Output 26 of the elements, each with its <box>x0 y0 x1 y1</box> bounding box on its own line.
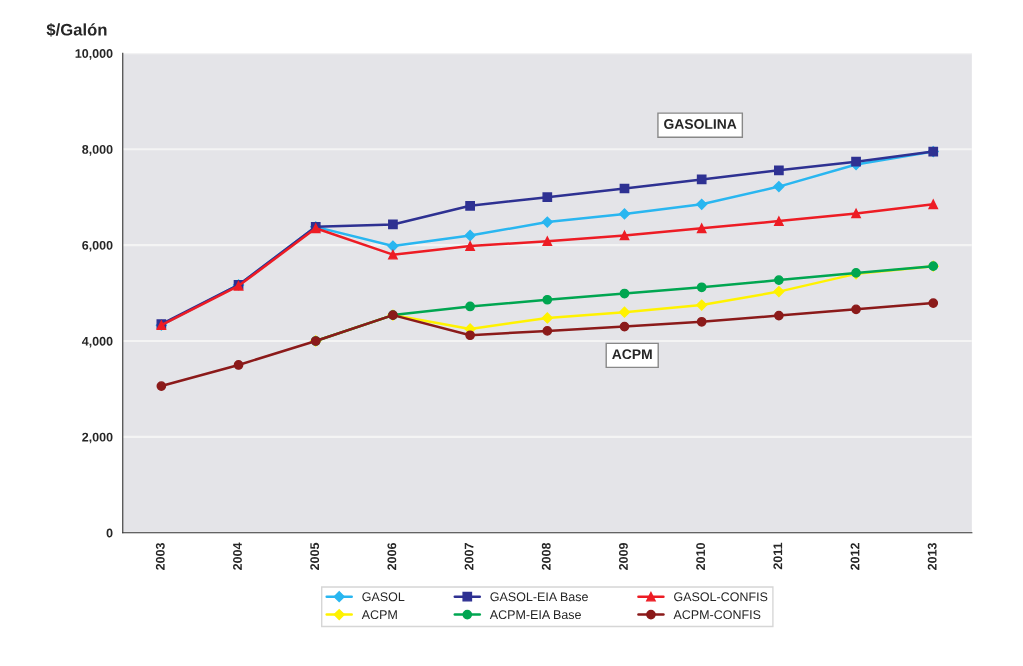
x-tick-label: 2007 <box>464 543 474 570</box>
legend-label: GASOL <box>362 592 405 602</box>
annotation: ACPM <box>612 349 652 360</box>
y-tick-label: 6,000 <box>82 240 113 252</box>
y-tick-label: 10,000 <box>75 49 113 60</box>
x-tick-label: 2013 <box>927 542 937 570</box>
legend-label: ACPM-EIA Base <box>489 610 581 620</box>
legend-label: GASOL-EIA Base <box>490 592 588 602</box>
x-tick-label: 2006 <box>387 542 397 570</box>
x-tick-label: 2010 <box>696 543 706 570</box>
legend-label: GASOL-CONFIS <box>674 592 768 602</box>
legend-label: ACPM <box>361 610 397 620</box>
x-tick-label: 2008 <box>541 542 551 570</box>
x-tick-label: 2003 <box>155 542 165 570</box>
x-tick-label: 2012 <box>850 543 860 570</box>
x-tick-label: 2004 <box>233 542 242 570</box>
annotation: GASOLINA <box>664 119 737 129</box>
y-tick-label: 0 <box>106 528 113 538</box>
legend-label: ACPM-CONFIS <box>673 610 761 620</box>
x-tick-label: 2011 <box>773 542 783 570</box>
y-tick-label: 2,000 <box>82 432 113 444</box>
y-tick-label: 4,000 <box>81 336 113 348</box>
y-axis-title: $/Galón <box>46 23 107 37</box>
x-tick-label: 2005 <box>310 542 320 570</box>
x-tick-label: 2009 <box>619 542 628 570</box>
y-tick-label: 8,000 <box>82 144 113 156</box>
